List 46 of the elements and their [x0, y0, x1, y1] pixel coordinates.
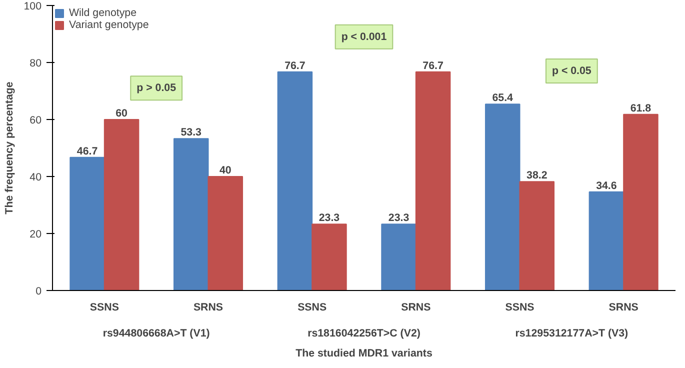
y-tick-label: 40 — [30, 172, 42, 184]
bar — [70, 156, 105, 290]
x-tick-label: SSNS — [298, 302, 327, 314]
data-label: 38.2 — [526, 170, 548, 182]
text: rs944806668A>T (V1) — [102, 328, 210, 340]
data-label: 40 — [219, 164, 232, 176]
data-label: 60 — [116, 108, 128, 120]
legend-label: Variant genotype — [69, 19, 149, 31]
x-axis-title: The studied MDR1 variants — [296, 348, 432, 360]
bar — [519, 181, 555, 290]
data-label: 61.8 — [630, 102, 652, 114]
x-tick-label: SRNS — [193, 302, 224, 314]
bar — [381, 224, 416, 290]
bar — [588, 191, 624, 290]
bar — [312, 224, 347, 290]
annotation: p < 0.001 — [341, 30, 387, 43]
y-tick-label: 60 — [30, 114, 42, 126]
data-label: 65.4 — [492, 92, 514, 104]
data-label: 23.3 — [318, 212, 340, 224]
bar — [208, 176, 244, 290]
y-tick-label: 100 — [24, 0, 42, 12]
y-axis-title: The frequency percentage — [4, 82, 16, 214]
annotation: p > 0.05 — [136, 82, 176, 94]
x-tick-label: SRNS — [608, 302, 638, 314]
bar — [277, 71, 313, 290]
data-label: 76.7 — [284, 60, 306, 72]
data-label: 76.7 — [422, 60, 444, 72]
x-tick-label: SSNS — [90, 302, 119, 314]
bar — [173, 138, 209, 290]
text: rs1816042256T>C (V2) — [308, 328, 421, 340]
legend-label: Wild genotype — [69, 7, 137, 19]
bar — [623, 114, 658, 290]
data-label: 53.3 — [180, 126, 202, 139]
bar — [484, 104, 520, 290]
data-label: 23.3 — [388, 212, 410, 224]
annotation: p < 0.05 — [552, 65, 592, 78]
data-label: 34.6 — [596, 180, 617, 192]
y-tick-label: 0 — [36, 286, 42, 298]
y-tick-label: 20 — [30, 228, 42, 240]
bar — [415, 71, 451, 290]
bar — [104, 119, 140, 290]
y-tick-label: 80 — [30, 58, 42, 70]
x-tick-label: SRNS — [401, 302, 431, 314]
text: rs1295312177A>T (V3) — [515, 328, 629, 340]
x-tick-label: SSNS — [505, 302, 534, 314]
data-label: 46.7 — [76, 145, 98, 158]
